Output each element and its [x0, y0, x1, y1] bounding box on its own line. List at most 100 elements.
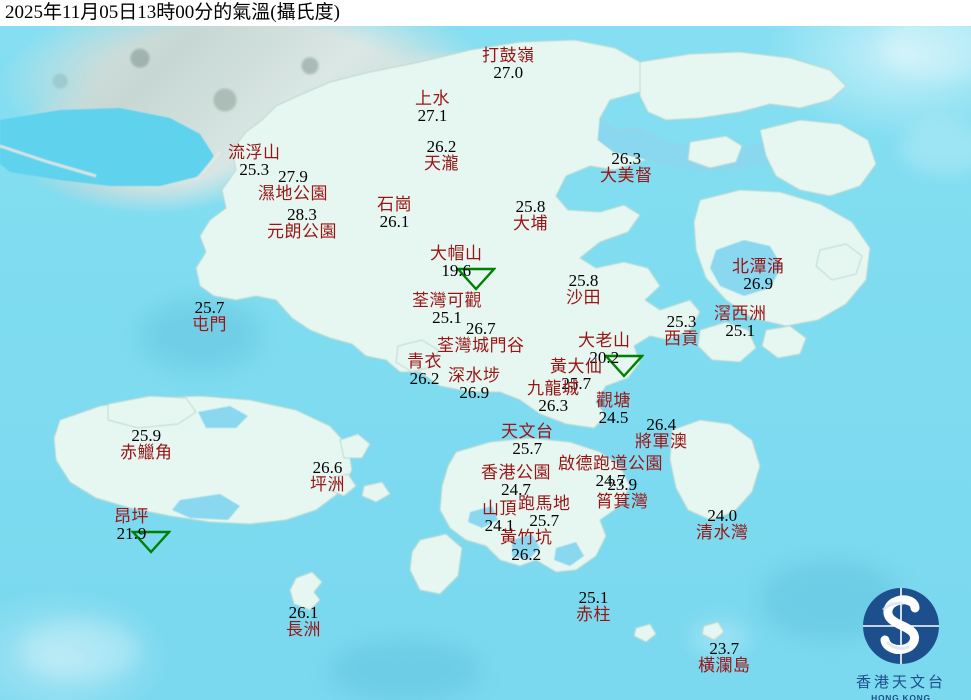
- station-temperature: 26.6: [312, 458, 343, 477]
- station-temperature: 26.9: [743, 274, 774, 293]
- high-altitude-station-marker: [437, 246, 496, 291]
- station-temperature: 26.2: [511, 545, 542, 564]
- station-temperature: 25.9: [131, 426, 162, 445]
- station-temperature: 25.7: [194, 298, 225, 317]
- station-temperature: 26.1: [379, 212, 410, 231]
- station-label: 啟德跑道公園 24.7: [558, 455, 663, 489]
- station-temperature: 28.3: [287, 205, 317, 224]
- station-label: 26.1 長洲: [286, 604, 321, 638]
- station-temperature: 25.1: [725, 321, 756, 340]
- station-label: 大帽山 19.6: [430, 245, 483, 279]
- station-name: 九龍城: [527, 379, 580, 398]
- station-name: 天文台: [501, 422, 554, 441]
- station-label: 石崗 26.1: [377, 196, 412, 230]
- station-name: 青衣: [407, 352, 442, 371]
- station-name: 赤柱: [576, 605, 611, 624]
- station-temperature: 26.1: [288, 603, 319, 622]
- station-name: 橫瀾島: [698, 656, 751, 675]
- station-temperature: 26.9: [459, 383, 490, 402]
- station-label: 香港公園 24.7: [481, 464, 551, 498]
- station-name: 筲箕灣: [596, 492, 649, 511]
- station-name: 大埔: [513, 214, 548, 233]
- station-label: 25.8 大埔: [513, 198, 548, 232]
- station-name: 大老山: [578, 331, 631, 350]
- station-label: 27.9 濕地公園: [258, 168, 328, 202]
- station-name: 黃大仙: [550, 357, 603, 376]
- station-label: 26.3 大美督: [600, 150, 653, 184]
- station-label: 25.8 沙田: [566, 272, 601, 306]
- hko-logo: 香港天文台 HONG KONG OBSERVATORY: [839, 584, 963, 700]
- station-label: 山頂 24.1: [482, 500, 517, 534]
- station-temperature: 25.7: [512, 439, 543, 458]
- station-temperature: 25.1: [432, 308, 462, 327]
- station-label: 26.7 荃灣城門谷: [437, 320, 525, 354]
- station-temperature: 25.7: [561, 374, 592, 393]
- station-name: 啟德跑道公園: [558, 454, 663, 473]
- station-label: 黃竹坑 26.2: [500, 529, 553, 563]
- station-label: 黃大仙 25.7: [550, 358, 603, 392]
- station-name: 元朗公園: [267, 222, 337, 241]
- station-temperature: 25.3: [239, 160, 270, 179]
- title-bar: 2025年11月05日13時00分的氣溫(攝氏度): [0, 0, 971, 26]
- station-name: 跑馬地: [518, 494, 571, 513]
- station-label: 打鼓嶺 27.0: [482, 47, 535, 81]
- station-label: 25.7 屯門: [192, 299, 227, 333]
- station-temperature: 27.1: [417, 106, 448, 125]
- station-temperature: 26.3: [611, 149, 642, 168]
- station-name: 天瀧: [424, 154, 459, 173]
- station-label: 23.9 筲箕灣: [596, 476, 649, 510]
- station-label: 28.3 元朗公園: [267, 206, 337, 240]
- station-name: 北潭涌: [732, 257, 785, 276]
- station-temperature: 25.8: [568, 271, 599, 290]
- station-name: 流浮山: [228, 143, 281, 162]
- station-label: 26.4 將軍澳: [635, 416, 688, 450]
- station-label: 觀塘 24.5: [596, 392, 631, 426]
- station-temperature: 26.2: [409, 369, 440, 388]
- station-name: 石崗: [377, 195, 412, 214]
- station-label: 北潭涌 26.9: [732, 258, 785, 292]
- station-label: 25.3 西貢: [664, 313, 699, 347]
- station-temperature: 21.9: [116, 524, 147, 543]
- station-name: 打鼓嶺: [482, 46, 535, 65]
- station-name: 大帽山: [430, 244, 483, 263]
- station-name: 濕地公園: [258, 184, 328, 203]
- station-label: 流浮山 25.3: [228, 144, 281, 178]
- station-label: 25.9 赤鱲角: [120, 427, 173, 461]
- station-label: 上水 27.1: [415, 90, 450, 124]
- station-name: 深水埗: [448, 366, 501, 385]
- station-temperature: 26.4: [646, 415, 677, 434]
- station-label: 昂坪 21.9: [114, 508, 149, 542]
- hko-logo-english: HONG KONG OBSERVATORY: [871, 693, 931, 700]
- station-temperature: 23.9: [607, 475, 638, 494]
- station-temperature: 26.3: [538, 396, 569, 415]
- station-label: 九龍城 26.3: [527, 380, 580, 414]
- station-name: 赤鱲角: [120, 443, 173, 462]
- station-temperature: 27.9: [278, 167, 308, 186]
- station-label: 26.2 天瀧: [424, 138, 459, 172]
- station-name: 昂坪: [114, 507, 149, 526]
- station-temperature: 20.2: [589, 348, 620, 367]
- station-label: 荃灣可觀 25.1: [412, 292, 482, 326]
- station-temperature: 25.1: [578, 588, 609, 607]
- station-name: 黃竹坑: [500, 528, 553, 547]
- station-temperature: 24.7: [595, 471, 626, 490]
- station-label: 24.0 清水灣: [696, 507, 749, 541]
- station-name: 滘西洲: [714, 304, 767, 323]
- station-name: 將軍澳: [635, 432, 688, 451]
- hko-emblem-icon: [863, 588, 939, 664]
- station-name: 清水灣: [696, 523, 749, 542]
- station-name: 沙田: [566, 288, 601, 307]
- station-temperature: 25.3: [666, 312, 697, 331]
- station-label: 滘西洲 25.1: [714, 305, 767, 339]
- station-name: 屯門: [192, 315, 227, 334]
- station-name: 坪洲: [310, 475, 345, 494]
- station-name: 長洲: [286, 620, 321, 639]
- station-name: 西貢: [664, 329, 699, 348]
- station-label: 深水埗 26.9: [448, 367, 501, 401]
- station-name: 觀塘: [596, 391, 631, 410]
- hko-logo-chinese: 香港天文台: [855, 675, 946, 691]
- station-temperature: 19.6: [441, 261, 472, 280]
